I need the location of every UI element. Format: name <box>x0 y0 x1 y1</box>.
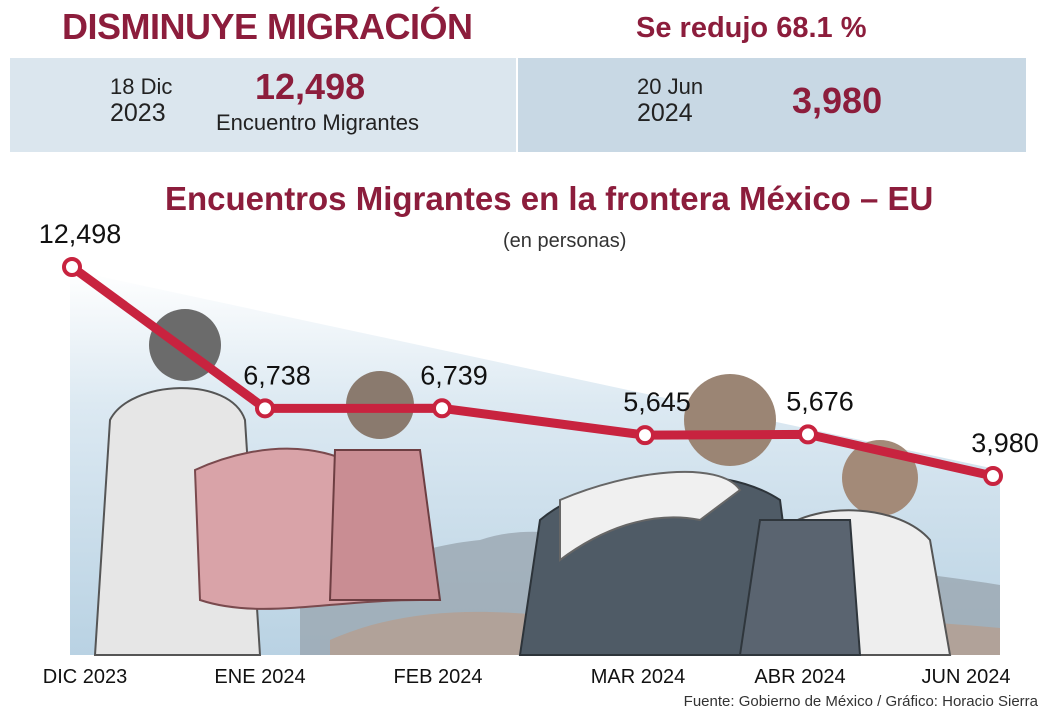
illustration-background <box>70 270 1000 656</box>
start-date-year: 2023 <box>110 99 166 128</box>
summary-end-panel <box>518 58 1026 152</box>
data-label: 3,980 <box>971 428 1039 458</box>
data-point <box>798 424 818 445</box>
data-point <box>255 398 275 419</box>
series-line <box>67 262 998 481</box>
x-tick-label: DIC 2023 <box>43 666 128 688</box>
x-tick-label: ENE 2024 <box>214 666 305 688</box>
start-date: 18 Dic 2023 <box>110 74 172 128</box>
x-tick-label: MAR 2024 <box>591 666 686 688</box>
reduction-note: Se redujo 68.1 % <box>636 12 867 44</box>
data-label: 6,738 <box>243 360 311 390</box>
data-point <box>983 466 1003 486</box>
data-point <box>432 398 452 419</box>
series-layer: 12,498 DIC 2023 6,738 ENE 2024 6,739 FEB 2024… <box>39 219 1039 688</box>
x-tick-label: ABR 2024 <box>754 666 845 688</box>
source-note: Fuente: Gobierno de México / Gráfico: Ho… <box>683 693 1038 710</box>
x-tick-label: JUN 2024 <box>922 666 1011 688</box>
migrant-figure-3 <box>518 374 802 656</box>
chart-subtitle: (en personas) <box>503 230 627 252</box>
end-date-year: 2024 <box>637 99 693 128</box>
start-date-day: 18 Dic <box>110 74 173 99</box>
end-date-day: 20 Jun <box>637 74 704 99</box>
start-value-label: Encuentro Migrantes <box>216 110 419 135</box>
data-label: 5,676 <box>786 386 854 416</box>
data-label: 12,498 <box>39 219 122 249</box>
data-point <box>62 257 82 277</box>
data-label: 5,645 <box>623 387 691 417</box>
data-point <box>635 425 655 446</box>
data-label: 6,739 <box>420 360 488 390</box>
summary-start-panel <box>10 58 516 152</box>
end-value: 3,980 <box>792 80 883 121</box>
end-date: 20 Jun 2024 <box>637 74 703 128</box>
x-tick-label: FEB 2024 <box>394 666 483 688</box>
chart-title: Encuentros Migrantes en la frontera Méxi… <box>165 180 934 217</box>
headline: DISMINUYE MIGRACIÓN <box>62 6 473 47</box>
start-value: 12,498 <box>255 66 366 107</box>
